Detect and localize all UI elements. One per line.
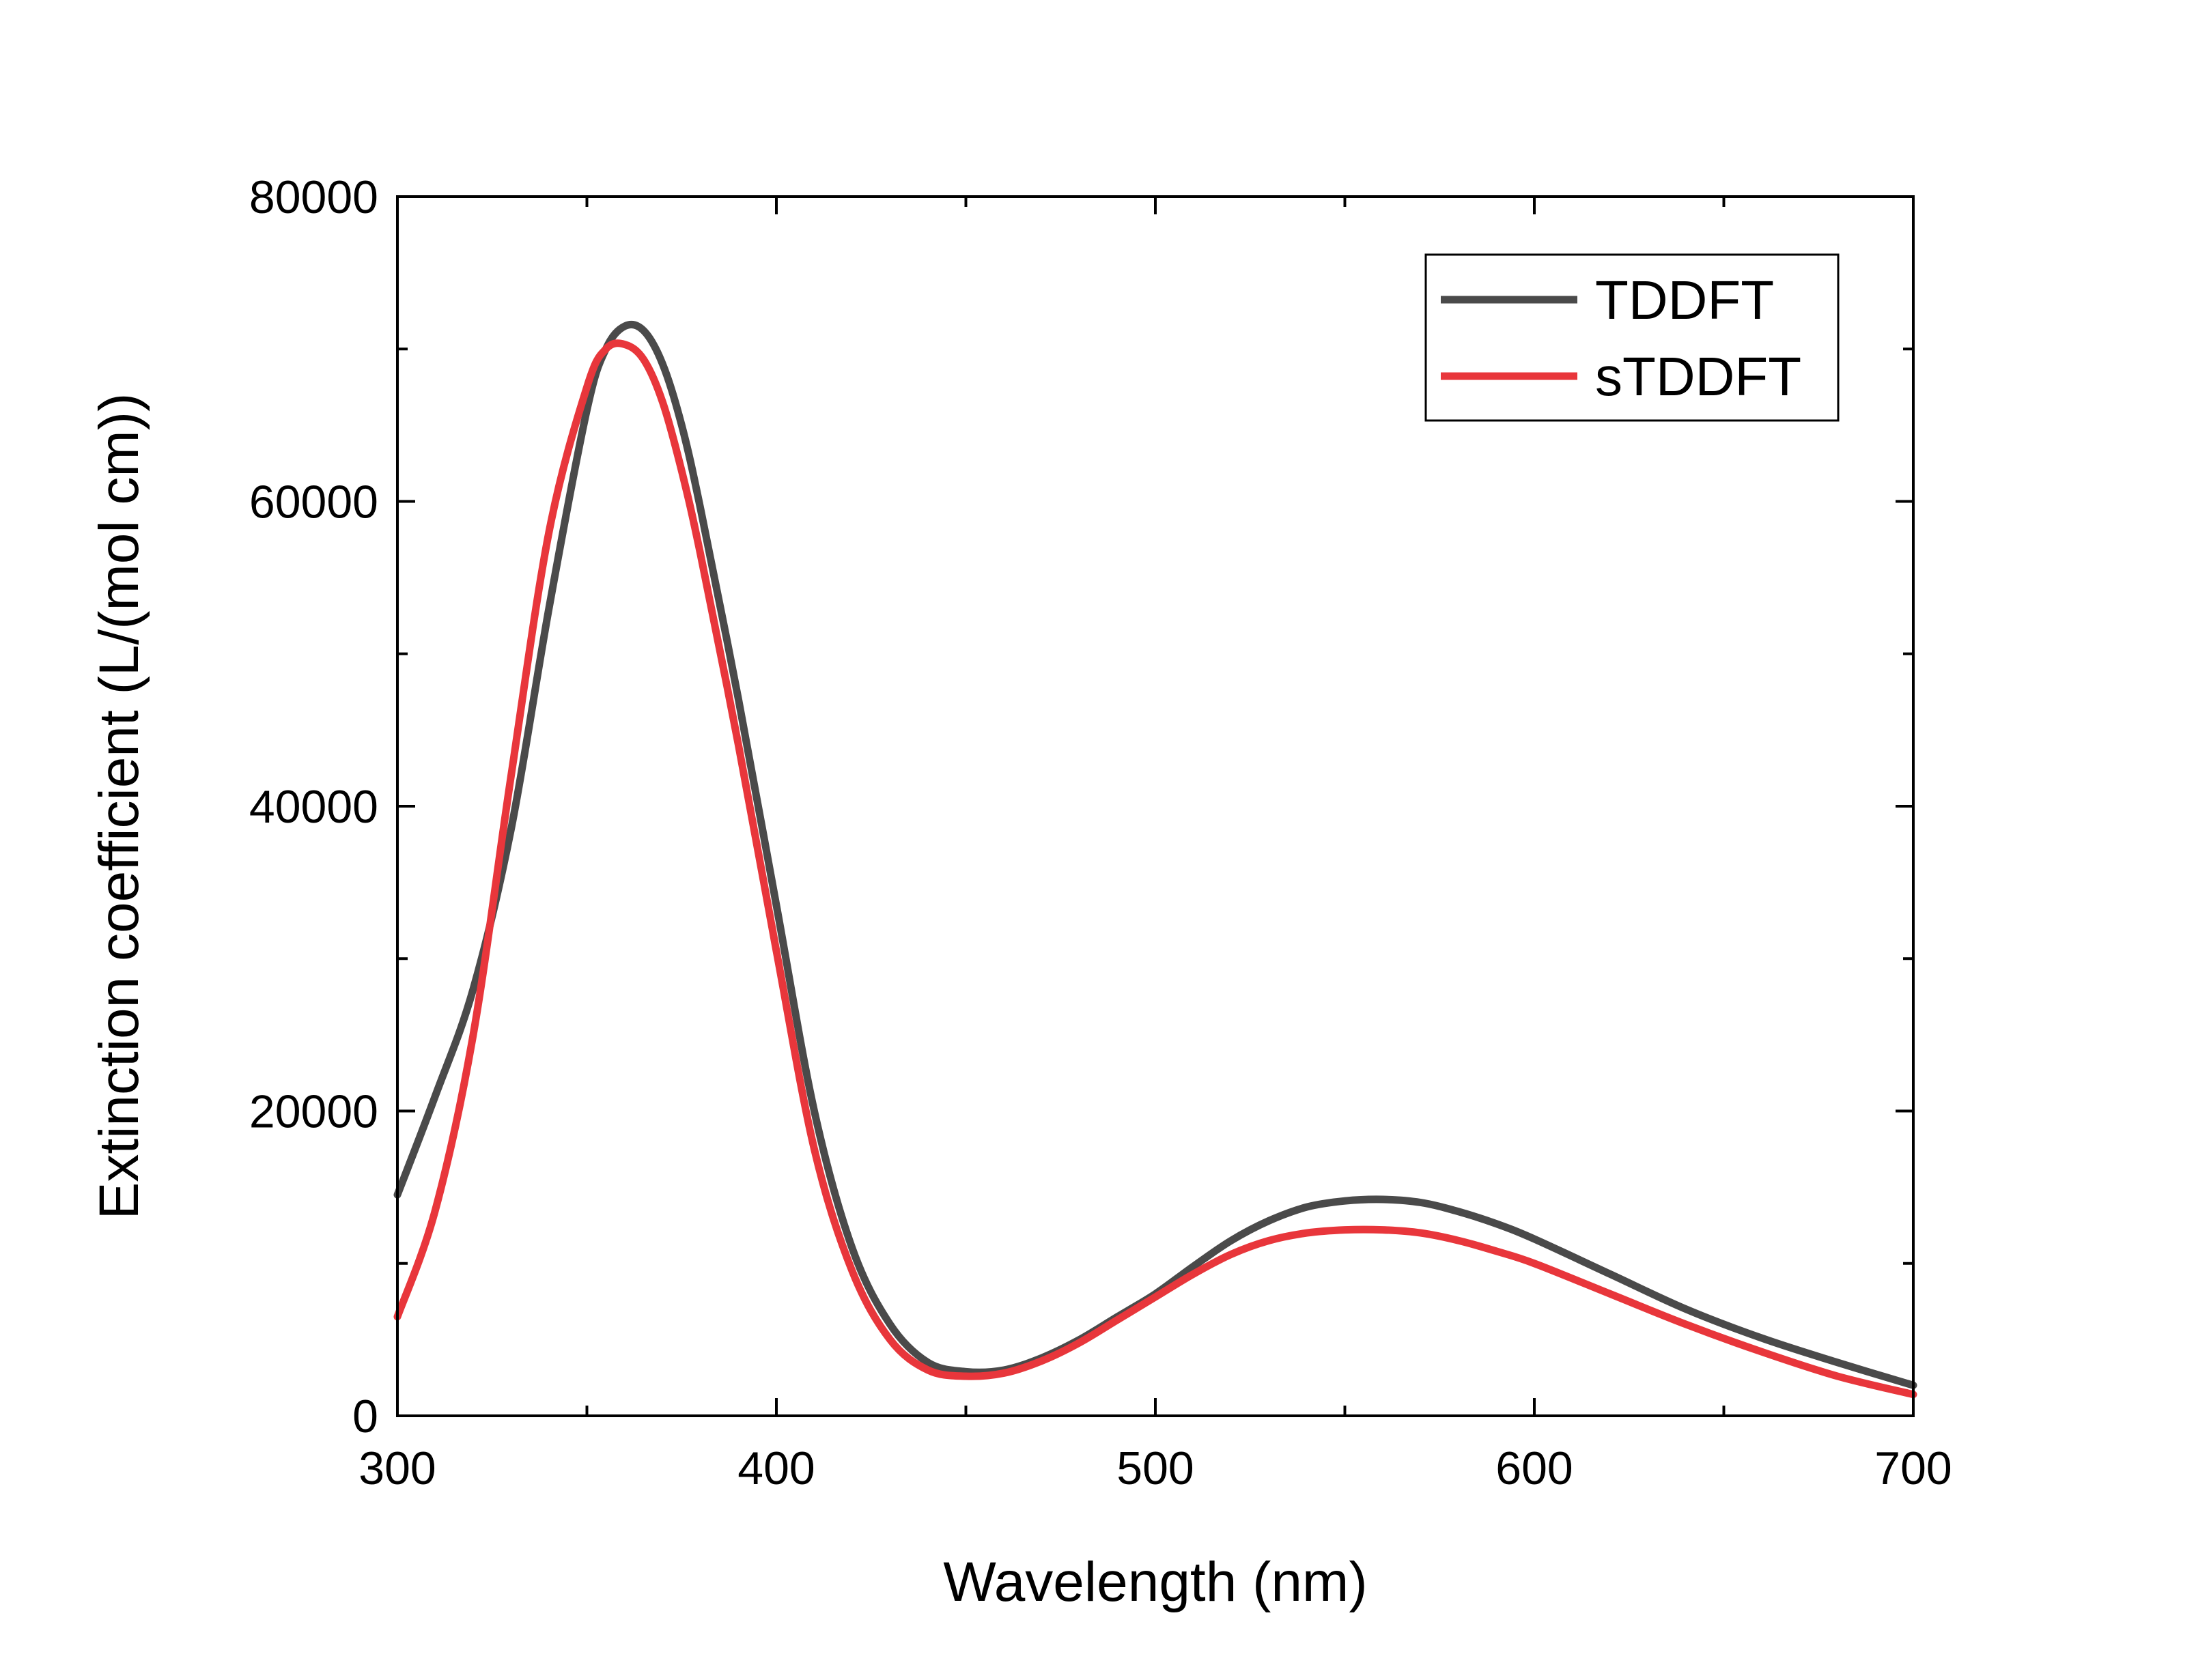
y-axis-title: Extinction coefficient (L/(mol cm)) [88,393,150,1220]
x-tick-label: 500 [1116,1442,1194,1494]
legend-label-tddft: TDDFT [1595,270,1774,330]
x-tick-label: 400 [737,1442,815,1494]
x-tick-label: 600 [1495,1442,1573,1494]
x-tick-label: 300 [358,1442,436,1494]
legend-box [1424,253,1840,422]
y-tick-label: 60000 [249,476,378,528]
y-tick-label: 20000 [249,1086,378,1138]
legend: TDDFT sTDDFT [1424,253,1840,422]
x-axis-title: Wavelength (nm) [943,1551,1367,1613]
series-line-stddft [393,339,1917,1399]
y-axis-ticks: 0 20000 40000 60000 80000 [249,171,1913,1442]
series-line-tddft [393,320,1917,1389]
x-axis-ticks: 300 400 500 600 700 [358,197,1952,1494]
y-tick-label: 0 [352,1391,378,1442]
series-lines [393,320,1917,1399]
y-tick-label: 40000 [249,781,378,833]
legend-label-stddft: sTDDFT [1595,346,1801,407]
x-tick-label: 700 [1874,1442,1952,1494]
plot-frame [396,195,1915,1417]
y-tick-label: 80000 [249,171,378,223]
